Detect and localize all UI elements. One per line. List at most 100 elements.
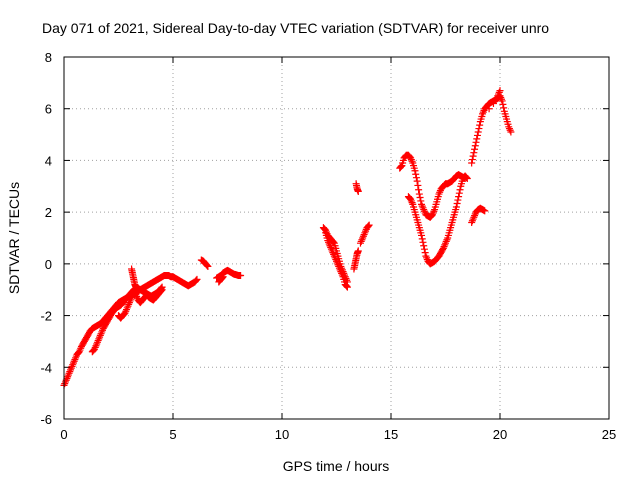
data-point — [325, 238, 333, 246]
data-point — [362, 227, 370, 235]
x-tick-label: 15 — [384, 427, 398, 442]
data-point — [331, 254, 339, 262]
axis-ticks: 0 5 10 15 20 25 -6 -4 -2 0 2 4 6 8 — [40, 50, 616, 442]
data-point — [485, 105, 493, 113]
data-point — [419, 238, 427, 246]
data-point — [219, 273, 227, 281]
data-point — [338, 271, 346, 279]
data-point — [472, 138, 480, 146]
x-tick-label: 20 — [493, 427, 507, 442]
data-point — [71, 356, 79, 364]
data-point — [471, 212, 479, 220]
data-point — [332, 256, 340, 264]
data-point — [439, 244, 447, 252]
data-point — [365, 221, 373, 229]
data-point — [428, 211, 436, 219]
data-point — [69, 361, 77, 369]
data-point — [357, 237, 365, 245]
data-point — [473, 135, 481, 143]
data-point — [455, 189, 463, 197]
y-tick-label: 0 — [45, 257, 52, 272]
data-point — [415, 190, 423, 198]
data-point — [94, 337, 102, 345]
y-tick-label: 4 — [45, 153, 52, 168]
data-point — [505, 123, 513, 131]
data-point — [479, 108, 487, 116]
data-point — [132, 283, 140, 291]
data-point — [64, 373, 72, 381]
data-point — [471, 145, 479, 153]
data-point — [91, 343, 99, 351]
data-point — [237, 271, 245, 279]
data-point — [408, 199, 416, 207]
data-point — [507, 128, 515, 136]
x-tick-label: 5 — [169, 427, 176, 442]
data-point — [439, 246, 447, 254]
data-point — [133, 293, 141, 301]
data-point — [335, 264, 343, 272]
data-point — [429, 209, 437, 217]
data-point — [66, 368, 74, 376]
data-point — [343, 282, 351, 290]
data-point — [326, 242, 334, 250]
data-point — [70, 357, 78, 365]
data-point — [420, 207, 428, 215]
data-point — [468, 218, 476, 226]
data-point — [329, 237, 337, 245]
data-point — [124, 302, 132, 310]
data-point — [416, 193, 424, 201]
data-point — [158, 286, 166, 294]
y-tick-label: 2 — [45, 205, 52, 220]
data-point — [192, 276, 200, 284]
data-point — [157, 287, 165, 295]
data-point — [494, 92, 502, 100]
data-point — [68, 362, 76, 370]
data-point — [443, 236, 451, 244]
data-point — [97, 330, 105, 338]
data-point — [338, 269, 346, 277]
data-point — [218, 275, 226, 283]
data-point — [361, 229, 369, 237]
data-point — [468, 159, 476, 167]
data-point — [462, 173, 470, 181]
data-point — [193, 275, 201, 283]
data-point — [95, 335, 103, 343]
data-point — [359, 232, 367, 240]
data-point — [96, 333, 104, 341]
data-point — [99, 326, 107, 334]
data-point — [469, 215, 477, 223]
data-point — [470, 149, 478, 157]
data-point — [325, 240, 333, 248]
data-point — [442, 237, 450, 245]
data-point — [61, 378, 69, 386]
data-point — [127, 295, 135, 303]
data-point — [354, 247, 362, 255]
data-point — [327, 245, 335, 253]
chart-title: Day 071 of 2021, Sidereal Day-to-day VTE… — [42, 20, 549, 36]
data-point — [415, 186, 423, 194]
data-point — [489, 100, 497, 108]
data-point — [442, 239, 449, 247]
data-point — [96, 331, 104, 339]
data-point — [420, 245, 428, 253]
data-point — [420, 206, 428, 214]
data-point — [123, 304, 131, 312]
data-point — [364, 222, 372, 230]
data-point — [356, 239, 364, 247]
data-point — [98, 328, 106, 336]
data-point — [407, 154, 415, 162]
data-point — [499, 100, 507, 108]
data-point — [453, 200, 461, 208]
data-point — [456, 186, 464, 194]
data-point — [330, 252, 338, 260]
data-point — [468, 156, 476, 164]
data-point — [324, 237, 332, 245]
data-point — [63, 374, 71, 382]
data-point — [342, 281, 350, 289]
data-point — [463, 174, 471, 182]
data-point — [496, 87, 504, 95]
data-point — [412, 174, 420, 182]
data-point — [497, 95, 505, 103]
data-point — [75, 348, 83, 356]
data-point — [358, 236, 366, 244]
